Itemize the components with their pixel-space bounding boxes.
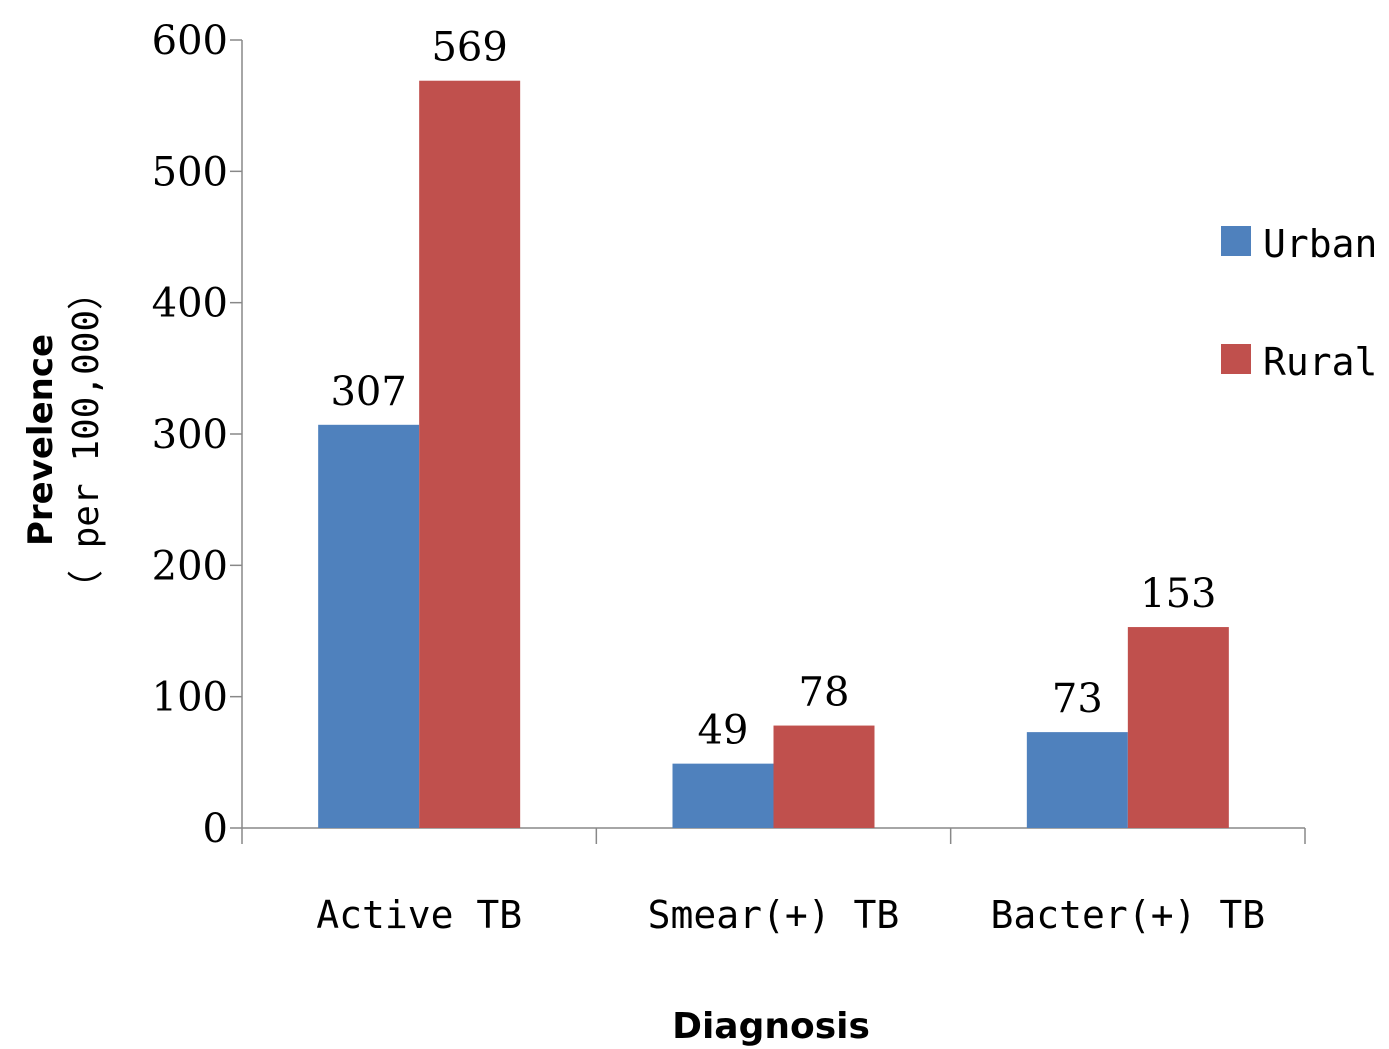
data-label: 73 [1052, 676, 1103, 722]
y-tick-label: 300 [152, 412, 228, 458]
bar-rural [419, 80, 521, 829]
legend-swatch-urban [1221, 226, 1251, 256]
y-tick-label: 500 [152, 149, 228, 195]
bar-urban [672, 763, 774, 828]
bar-urban [1026, 732, 1128, 828]
x-tick-label: Bacter(+) TB [991, 893, 1266, 937]
bar-rural [773, 725, 875, 828]
data-label: 153 [1140, 571, 1216, 617]
y-tick-label: 100 [152, 675, 228, 721]
data-label: 78 [799, 670, 850, 716]
y-axis: 0 100 200 300 400 500 600 [152, 18, 243, 852]
data-label: 49 [698, 708, 749, 754]
y-tick-label: 600 [152, 18, 228, 64]
data-label: 307 [330, 369, 406, 415]
bar-urban [318, 424, 420, 828]
x-axis: Active TB Smear(+) TB Bacter(+) TB [241, 827, 1306, 937]
x-axis-title: Diagnosis [672, 1006, 870, 1047]
x-tick-label: Smear(+) TB [648, 893, 900, 937]
data-labels: 307 569 49 78 73 153 [330, 25, 1216, 754]
x-tick-label: Active TB [316, 893, 522, 937]
y-axis-title-main: Prevelence [21, 334, 61, 546]
y-axis-title-unit: （ per 100,000） [66, 274, 107, 606]
bar-rural [1127, 627, 1229, 828]
bars [318, 80, 1229, 829]
y-tick-label: 200 [152, 543, 228, 589]
legend-label: Urban [1263, 222, 1377, 266]
data-label: 569 [431, 25, 507, 71]
legend-swatch-rural [1221, 344, 1251, 374]
y-tick-label: 0 [203, 806, 228, 852]
y-axis-title: Prevelence （ per 100,000） [21, 274, 107, 606]
legend-label: Rural [1263, 340, 1377, 384]
legend: Urban Rural [1221, 222, 1377, 384]
y-tick-label: 400 [152, 281, 228, 327]
